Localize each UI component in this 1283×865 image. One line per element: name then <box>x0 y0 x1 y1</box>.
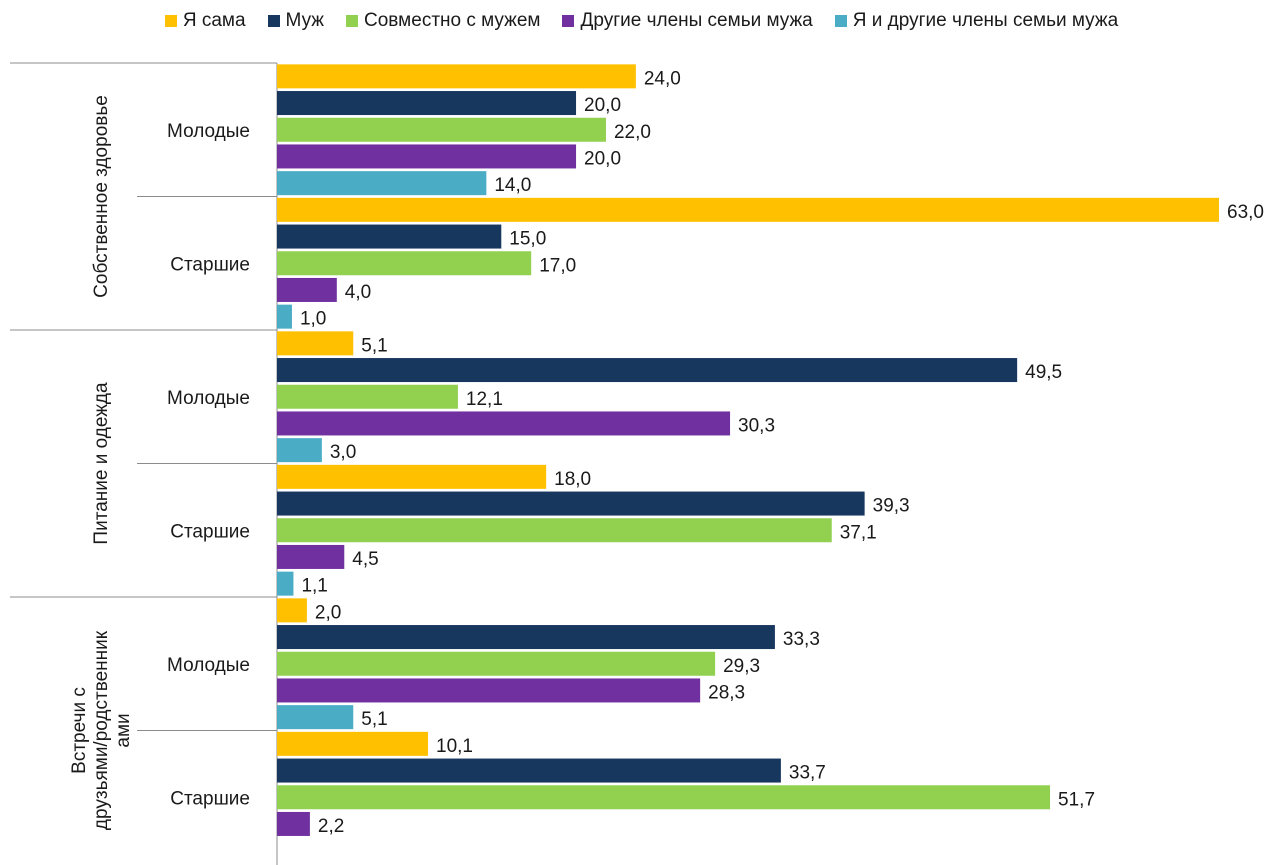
data-label: 37,1 <box>840 522 877 543</box>
bar <box>277 491 865 516</box>
legend-item: Муж <box>267 10 325 32</box>
bar <box>277 331 354 356</box>
legend-label: Я и другие члены семьи мужа <box>852 10 1119 31</box>
legend-label: Муж <box>285 10 325 31</box>
subgroup-label: Молодые <box>167 655 250 676</box>
group-label-line: Питание и одежда <box>91 382 112 545</box>
bar <box>277 197 1219 222</box>
data-label: 33,7 <box>789 763 826 784</box>
data-label: 10,1 <box>436 736 473 757</box>
legend-label: Другие члены семьи мужа <box>580 10 813 31</box>
legend-label: Совместно с мужем <box>364 10 541 31</box>
legend-swatch <box>346 15 359 27</box>
legend-item: Совместно с мужем <box>346 10 540 32</box>
bar <box>277 91 577 116</box>
bar <box>277 464 547 489</box>
bar <box>277 598 307 623</box>
bar <box>277 411 731 436</box>
bar <box>277 678 701 703</box>
group-label: Питание и одежда <box>91 382 112 545</box>
legend-swatch <box>562 15 575 27</box>
bar <box>277 811 310 836</box>
subgroup-label: Старшие <box>170 254 250 275</box>
group-label: Собственное здоровье <box>91 95 112 298</box>
legend-item: Я и другие члены семьи мужа <box>834 10 1119 32</box>
data-label: 24,0 <box>644 68 681 89</box>
data-label: 51,7 <box>1058 789 1095 810</box>
legend-item: Другие члены семьи мужа <box>562 10 813 32</box>
bar <box>277 224 502 249</box>
data-label: 20,0 <box>584 95 621 116</box>
bar <box>277 705 354 730</box>
subgroup-label: Старшие <box>170 521 250 542</box>
data-label: 33,3 <box>783 629 820 650</box>
subgroup-label: Молодые <box>167 388 250 409</box>
data-label: 4,5 <box>352 549 378 570</box>
data-label: 30,3 <box>738 415 775 436</box>
data-label: 49,5 <box>1025 362 1062 383</box>
group-label-line: ами <box>113 713 134 747</box>
data-label: 22,0 <box>614 122 651 143</box>
bar <box>277 277 337 302</box>
bar <box>277 651 716 676</box>
data-label: 17,0 <box>539 255 576 276</box>
bar <box>277 438 322 463</box>
bar <box>277 384 458 409</box>
bar <box>277 758 781 783</box>
bar <box>277 785 1051 810</box>
group-label-line: Собственное здоровье <box>91 95 112 298</box>
data-label: 20,0 <box>584 148 621 169</box>
group-label-line: друзьями/родственник <box>91 630 112 830</box>
bar <box>277 64 636 89</box>
data-label: 39,3 <box>873 496 910 517</box>
bar <box>277 251 532 276</box>
data-label: 5,1 <box>361 335 387 356</box>
data-label: 28,3 <box>708 682 745 703</box>
bar <box>277 358 1018 383</box>
subgroup-label: Старшие <box>170 788 250 809</box>
data-label: 5,1 <box>361 709 387 730</box>
data-label: 4,0 <box>345 282 371 303</box>
legend-label: Я сама <box>182 10 246 31</box>
data-label: 18,0 <box>554 469 591 490</box>
legend-swatch <box>834 15 847 27</box>
bar <box>277 571 294 596</box>
chart-legend: Я сама Муж Совместно с мужем Другие члены с… <box>0 6 1283 36</box>
data-label: 15,0 <box>509 229 546 250</box>
legend-swatch <box>164 15 177 27</box>
bar <box>277 518 832 543</box>
legend-item: Я сама <box>164 10 246 32</box>
bar <box>277 144 577 169</box>
data-label: 29,3 <box>723 656 760 677</box>
data-label: 63,0 <box>1227 202 1264 223</box>
data-label: 14,0 <box>494 175 531 196</box>
data-label: 1,1 <box>301 576 327 597</box>
bar <box>277 731 429 756</box>
legend-swatch <box>267 15 280 27</box>
data-label: 3,0 <box>330 442 356 463</box>
group-label: Встречи сдрузьями/родственниками <box>69 630 134 830</box>
bar <box>277 117 606 142</box>
subgroup-label: Молодые <box>167 121 250 142</box>
data-label: 1,0 <box>300 309 326 330</box>
bar <box>277 544 345 569</box>
data-label: 2,0 <box>315 602 341 623</box>
group-label-line: Встречи с <box>69 687 90 774</box>
bar <box>277 171 487 196</box>
bar <box>277 304 292 329</box>
data-label: 2,2 <box>318 816 344 837</box>
data-label: 12,1 <box>466 389 503 410</box>
bar <box>277 625 775 650</box>
